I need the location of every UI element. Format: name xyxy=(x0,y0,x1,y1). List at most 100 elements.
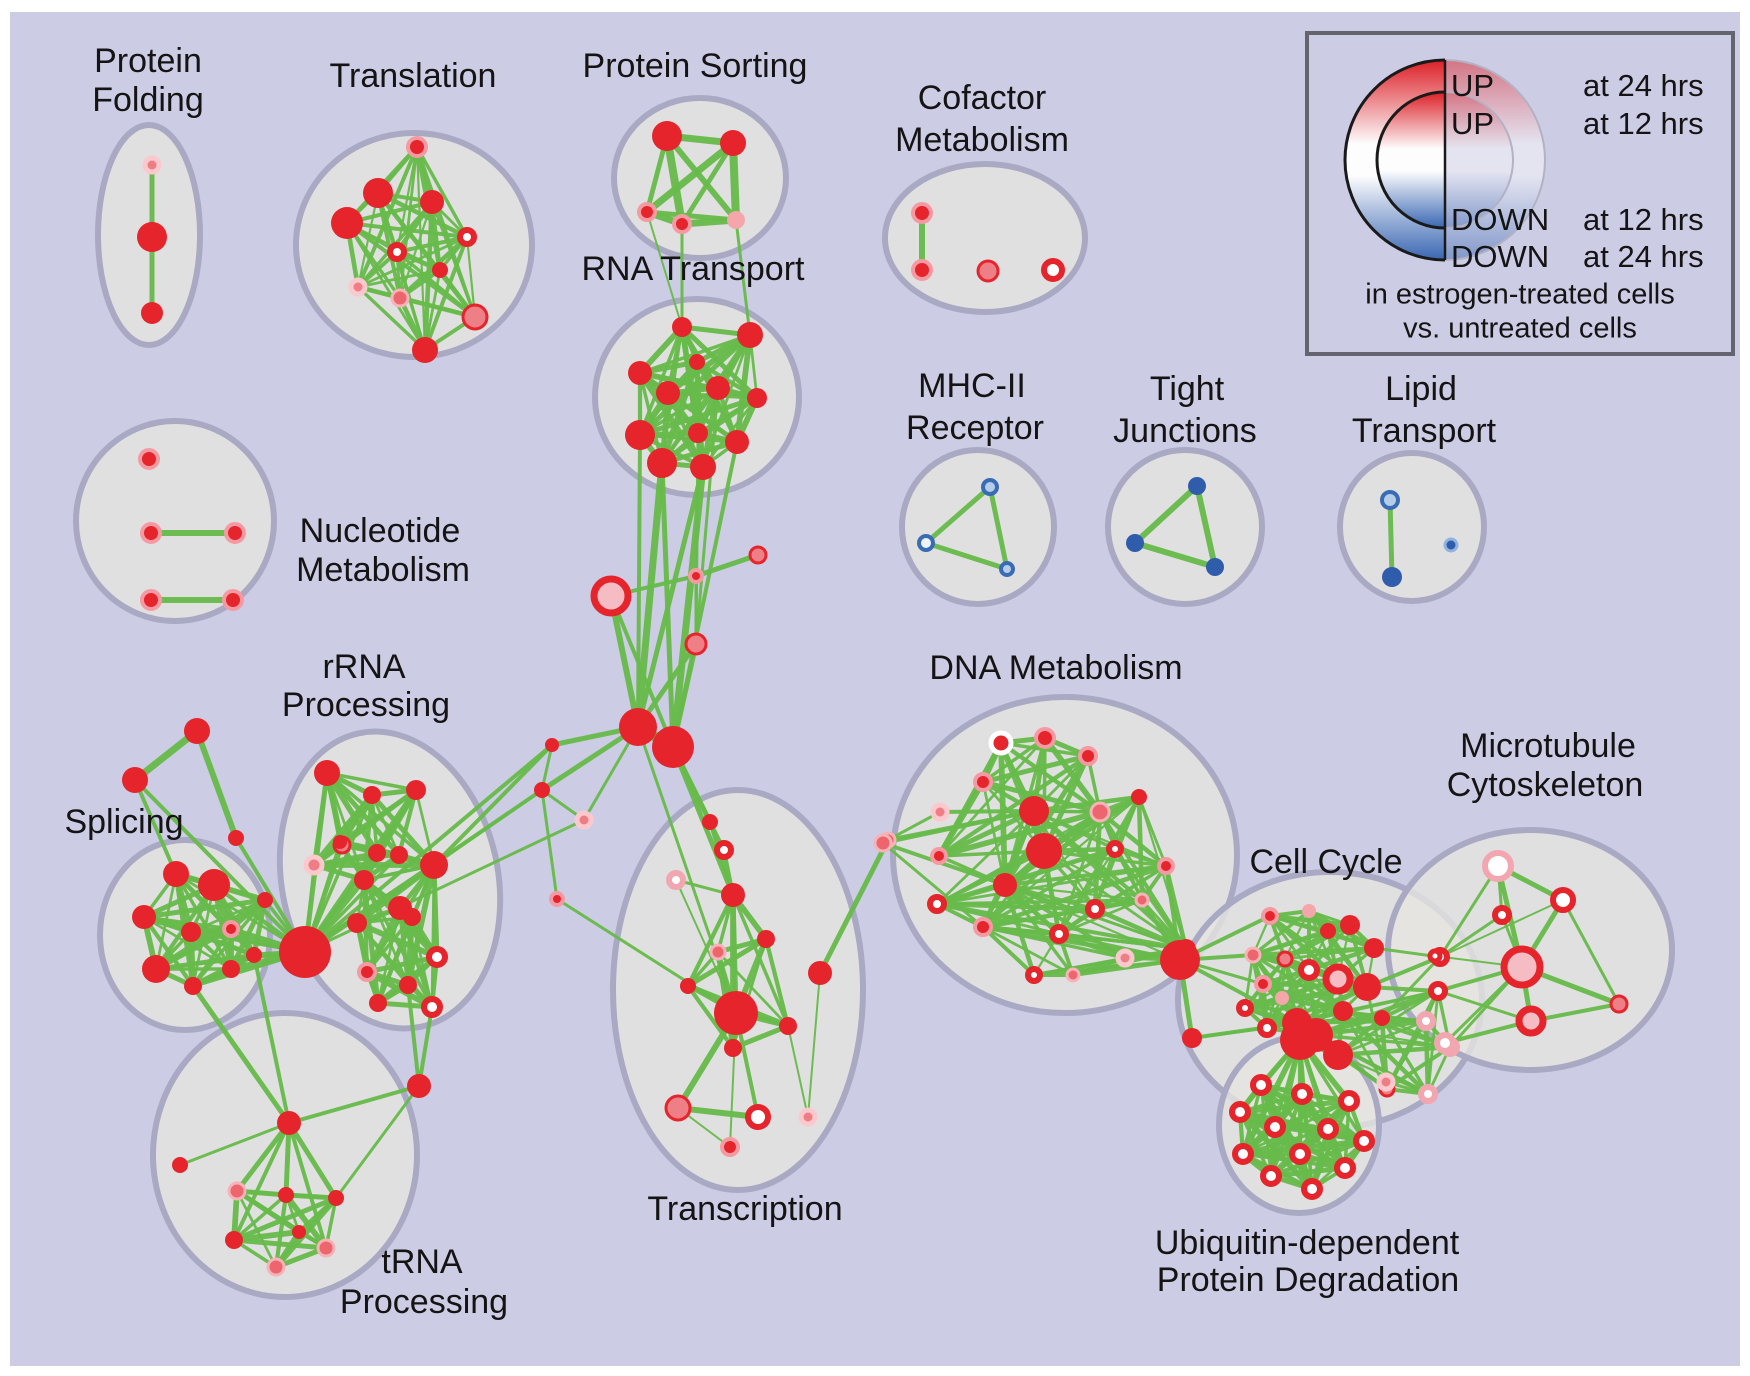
edge xyxy=(395,235,469,254)
legend-circle-left-half xyxy=(1343,58,1445,262)
edge xyxy=(936,753,1091,859)
edge xyxy=(228,897,268,972)
edge xyxy=(1426,989,1440,1096)
gene-node xyxy=(1232,1143,1254,1165)
gene-node xyxy=(1257,1018,1277,1038)
edge xyxy=(356,235,469,289)
cluster-ellipse-cofactor-metabolism xyxy=(882,161,1088,315)
edge xyxy=(817,837,891,976)
edge xyxy=(787,1025,809,1118)
gene-node xyxy=(1260,1165,1282,1187)
gene-node xyxy=(1340,915,1360,935)
edge xyxy=(364,905,403,975)
legend-circle-right-half xyxy=(1445,59,1546,261)
gene-node xyxy=(399,976,417,994)
gene-node xyxy=(222,960,240,978)
cluster-label-cofactor-metabolism: Metabolism xyxy=(895,121,1069,159)
gene-node xyxy=(628,361,652,385)
edge xyxy=(539,724,641,793)
edge xyxy=(1194,483,1218,570)
edge xyxy=(636,725,738,1015)
gene-node xyxy=(347,913,367,933)
cluster-label-nucleotide-metabolism: Metabolism xyxy=(296,551,470,589)
gene-node xyxy=(1364,938,1384,958)
edge xyxy=(432,743,554,867)
edge xyxy=(234,1120,292,1194)
edge xyxy=(252,953,291,1125)
edge xyxy=(701,333,752,469)
edge xyxy=(664,133,739,223)
gene-node xyxy=(1427,948,1443,964)
legend-time-label: at 24 hrs xyxy=(1583,239,1704,274)
cluster-label-microtubule-cytoskeleton: Microtubule xyxy=(1460,727,1636,765)
gene-node xyxy=(999,561,1015,577)
gene-node xyxy=(747,388,767,408)
edge xyxy=(231,1229,302,1243)
gene-node xyxy=(1115,948,1135,968)
edge xyxy=(232,1193,288,1242)
gene-node xyxy=(1500,945,1544,989)
legend-time-label: at 12 hrs xyxy=(1583,202,1704,237)
gene-node xyxy=(1078,746,1098,766)
gene-node xyxy=(1482,850,1514,882)
edge xyxy=(417,1005,434,1088)
edge xyxy=(881,841,1007,887)
gene-node xyxy=(354,870,374,890)
gene-node xyxy=(457,227,477,247)
gene-node xyxy=(917,534,935,552)
gene-node xyxy=(412,337,438,363)
gene-node xyxy=(172,1157,188,1173)
gene-node xyxy=(709,943,727,961)
cluster-label-microtubule-cytoskeleton: Cytoskeleton xyxy=(1447,766,1644,804)
edge xyxy=(1438,864,1500,959)
edge xyxy=(987,484,1010,572)
edge xyxy=(1003,883,1182,962)
edge xyxy=(337,792,375,845)
cluster-label-dna-metabolism: DNA Metabolism xyxy=(929,649,1182,687)
cluster-label-tight-junctions: Tight xyxy=(1150,370,1225,408)
edge xyxy=(345,221,427,352)
gene-node xyxy=(706,376,730,400)
gene-node xyxy=(981,478,999,496)
gene-node xyxy=(727,211,745,229)
gene-node xyxy=(672,317,692,337)
edge xyxy=(734,218,752,337)
gene-node xyxy=(142,155,162,175)
gene-node xyxy=(228,830,244,846)
gene-node xyxy=(1334,1157,1356,1179)
gene-node xyxy=(1382,567,1402,587)
cluster-label-lipid-transport: Lipid xyxy=(1385,370,1457,408)
gene-node xyxy=(625,420,655,450)
edge xyxy=(1032,947,1188,977)
edge xyxy=(338,788,418,844)
gene-node xyxy=(666,870,686,890)
edge xyxy=(356,285,427,352)
gene-node xyxy=(224,522,246,544)
cluster-label-protein-folding: Folding xyxy=(92,81,204,119)
gene-node xyxy=(1206,558,1224,576)
gene-node xyxy=(637,202,657,222)
gene-node xyxy=(1280,1020,1320,1060)
edge xyxy=(365,915,414,974)
cluster-label-cell-cycle: Cell Cycle xyxy=(1249,843,1402,881)
edge xyxy=(1132,483,1200,546)
edge xyxy=(153,897,268,972)
gene-node xyxy=(1106,840,1124,858)
gene-node xyxy=(363,178,393,208)
gene-node xyxy=(222,920,240,938)
gene-node xyxy=(988,730,1014,756)
gene-node xyxy=(368,844,386,862)
edge xyxy=(423,268,442,352)
edge xyxy=(938,809,1036,814)
legend-inner-circle-12h xyxy=(1375,90,1445,230)
edge xyxy=(231,1237,329,1251)
edge xyxy=(1306,945,1377,973)
edge xyxy=(923,484,993,546)
gene-node xyxy=(745,1104,771,1130)
gene-node xyxy=(1261,907,1279,925)
gene-node xyxy=(737,322,763,348)
gene-node xyxy=(357,962,377,982)
legend-time-label: at 12 hrs xyxy=(1583,106,1704,141)
edge xyxy=(345,221,469,239)
gene-node xyxy=(688,423,708,443)
